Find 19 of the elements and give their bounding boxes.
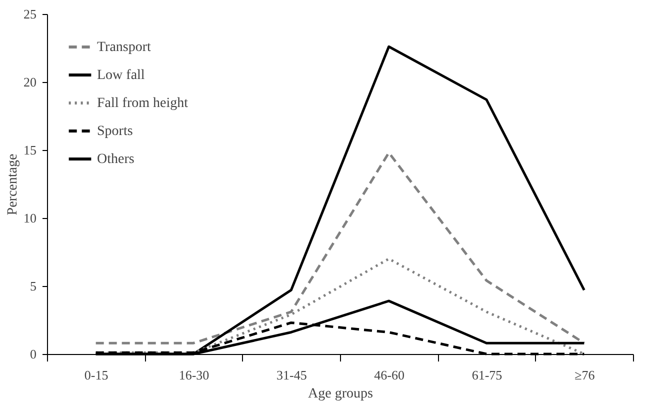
x-tick-label: 16-30 — [178, 368, 210, 382]
x-tick-label: ≥76 — [574, 368, 596, 382]
legend-label: Sports — [97, 124, 133, 139]
x-tick-label: 31-45 — [276, 368, 307, 382]
y-tick-label: 25 — [24, 6, 36, 22]
x-tick-label: 0-15 — [84, 368, 108, 382]
x-tick-label: 61-75 — [472, 368, 502, 382]
legend-label: Low fall — [97, 68, 145, 83]
legend-label: Transport — [97, 40, 152, 55]
legend-label: Others — [97, 152, 134, 167]
y-tick-label: 5 — [30, 278, 36, 294]
y-axis-title: Percentage — [6, 154, 20, 216]
y-tick-label: 0 — [30, 346, 36, 362]
y-tick-label: 15 — [24, 142, 36, 158]
x-tick-label: 46-60 — [374, 368, 405, 382]
x-axis-title: Age groups — [308, 386, 373, 402]
legend-label: Fall from height — [97, 96, 188, 111]
y-tick-label: 20 — [24, 74, 36, 90]
y-tick-label: 10 — [24, 210, 36, 226]
